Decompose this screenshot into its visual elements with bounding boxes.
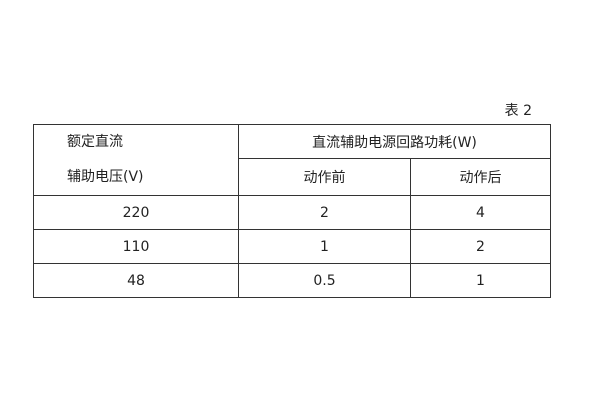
cell-after: 4 [410, 195, 551, 230]
header-voltage-line1: 额定直流 [67, 134, 123, 150]
cell-before: 0.5 [238, 263, 411, 298]
power-consumption-table: 额定直流 辅助电压(V) 直流辅助电源回路功耗(W) 动作前 动作后 220 2… [33, 123, 551, 298]
cell-after: 2 [410, 229, 551, 264]
table-row: 220 2 4 [33, 195, 551, 230]
cell-after: 1 [410, 263, 551, 298]
header-power-group: 直流辅助电源回路功耗(W) [238, 123, 551, 160]
cell-voltage: 48 [33, 263, 239, 298]
cell-voltage: 220 [33, 195, 239, 230]
cell-before: 1 [238, 229, 411, 264]
header-after-action: 动作后 [410, 158, 551, 196]
cell-before: 2 [238, 195, 411, 230]
header-voltage-line2: 辅助电压(V) [67, 169, 144, 185]
cell-voltage: 110 [33, 229, 239, 264]
header-voltage: 额定直流 辅助电压(V) [33, 124, 239, 196]
table-row: 110 1 2 [33, 229, 551, 264]
table-caption: 表 2 [504, 103, 532, 119]
table-row: 48 0.5 1 [33, 263, 551, 298]
header-before-action: 动作前 [238, 158, 411, 196]
